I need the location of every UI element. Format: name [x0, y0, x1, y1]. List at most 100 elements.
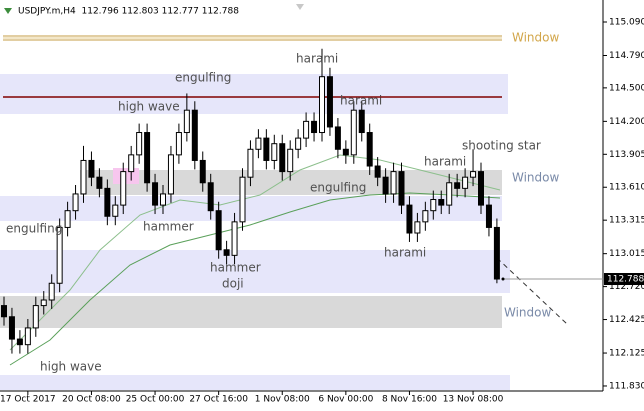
last-price-marker [501, 277, 505, 281]
candle-body [32, 305, 39, 329]
pattern-label: engulfing [175, 71, 231, 85]
y-tick-label: 113.610 [609, 183, 644, 193]
x-tick-label: 27 Oct 16:00 [189, 395, 248, 405]
x-tick-label: 17 Oct 2017 [0, 395, 56, 405]
icon [296, 4, 304, 10]
pattern-label: harami [424, 155, 466, 169]
candle-body [112, 204, 119, 217]
candle-body [366, 132, 373, 167]
pattern-label: engulfing [310, 181, 366, 195]
candle-body [287, 148, 294, 173]
candle-body [64, 210, 71, 228]
y-tick-label: 115.090 [609, 17, 644, 27]
candle-body [223, 249, 230, 256]
candle-body [319, 76, 325, 134]
candle-body [160, 193, 166, 206]
zone [0, 375, 510, 390]
window-zone [0, 296, 502, 328]
trend-line [496, 257, 568, 325]
candle-body [8, 316, 15, 340]
x-tick-label: 13 Nov 08:00 [443, 395, 504, 405]
candle-body [263, 137, 270, 161]
candle-body [152, 182, 159, 206]
icon [4, 8, 12, 14]
candle-body [128, 154, 135, 173]
candle-body [104, 187, 111, 217]
candle-body [493, 226, 500, 280]
pattern-label: high wave [118, 100, 180, 114]
candle-body [80, 159, 87, 195]
window-zone [3, 35, 502, 41]
candle-body [88, 159, 95, 178]
y-tick-label: 113.015 [609, 249, 644, 259]
candle-body [56, 226, 63, 284]
candle-body [231, 221, 238, 256]
candle-body [398, 171, 405, 206]
candle-body [485, 204, 492, 228]
candle-body [422, 210, 429, 223]
y-tick-label: 114.790 [609, 51, 644, 61]
candle-body [239, 176, 246, 223]
candle-body [462, 176, 469, 189]
pattern-label: shooting star [462, 139, 541, 153]
pattern-label: hammer [210, 261, 261, 275]
y-tick-label: 114.500 [609, 83, 644, 93]
zone [0, 250, 510, 293]
candle-body [247, 148, 254, 178]
candle-body [120, 171, 127, 206]
x-tick-label: 6 Nov 00:00 [318, 395, 373, 405]
candle-body [96, 176, 103, 189]
candle-body [374, 165, 381, 178]
y-tick-label: 113.905 [609, 150, 644, 160]
candle-body [470, 171, 477, 178]
window-label: Window [512, 31, 560, 45]
candle-body [40, 299, 47, 307]
pattern-label: hammer [143, 220, 194, 234]
pattern-label: engulfing [6, 222, 62, 236]
candle-body [350, 109, 357, 156]
pattern-label: doji [222, 277, 244, 291]
candle-body [438, 199, 445, 206]
candle-body [334, 126, 341, 150]
candle-body [207, 182, 214, 212]
candle-body [295, 137, 302, 150]
y-tick-label: 114.200 [609, 117, 644, 127]
candle-body [167, 154, 174, 195]
window-label: Window [504, 306, 552, 320]
symbol-header: USDJPY.m,H4 112.796 112.803 112.777 112.… [18, 7, 239, 17]
candle-body [144, 132, 151, 184]
candle-body [406, 204, 413, 234]
moving-average [9, 192, 501, 366]
candle-body [311, 120, 318, 134]
candle-body [303, 120, 310, 139]
candle-body [199, 159, 206, 184]
candle-body [175, 132, 182, 156]
candle-body [136, 132, 143, 156]
window-zone [80, 170, 502, 195]
last-price-label: 112.788 [607, 275, 644, 285]
y-tick-label: 112.125 [609, 349, 644, 359]
pattern-label: harami [296, 52, 338, 66]
y-tick-label: 111.830 [609, 381, 644, 391]
candle-body [48, 282, 55, 301]
candle-body [183, 109, 190, 134]
candle-body [24, 327, 31, 346]
candle-body [215, 210, 222, 251]
candle-body [414, 221, 421, 234]
candle-body [271, 143, 278, 161]
candle-body [72, 193, 79, 212]
pattern-label: harami [384, 246, 426, 260]
candle-body [454, 182, 461, 189]
x-tick-label: 20 Oct 08:00 [62, 395, 121, 405]
y-tick-label: 112.720 [609, 282, 644, 292]
last-price-box [604, 273, 644, 286]
candle-body [382, 176, 389, 195]
candle-body [326, 76, 333, 128]
candle-body [430, 199, 437, 212]
y-tick-label: 112.425 [609, 315, 644, 325]
candle-body [191, 109, 198, 161]
candle-body [279, 143, 286, 173]
x-tick-label: 25 Oct 00:00 [126, 395, 185, 405]
candle-body [390, 171, 397, 195]
candle-body [446, 182, 453, 206]
